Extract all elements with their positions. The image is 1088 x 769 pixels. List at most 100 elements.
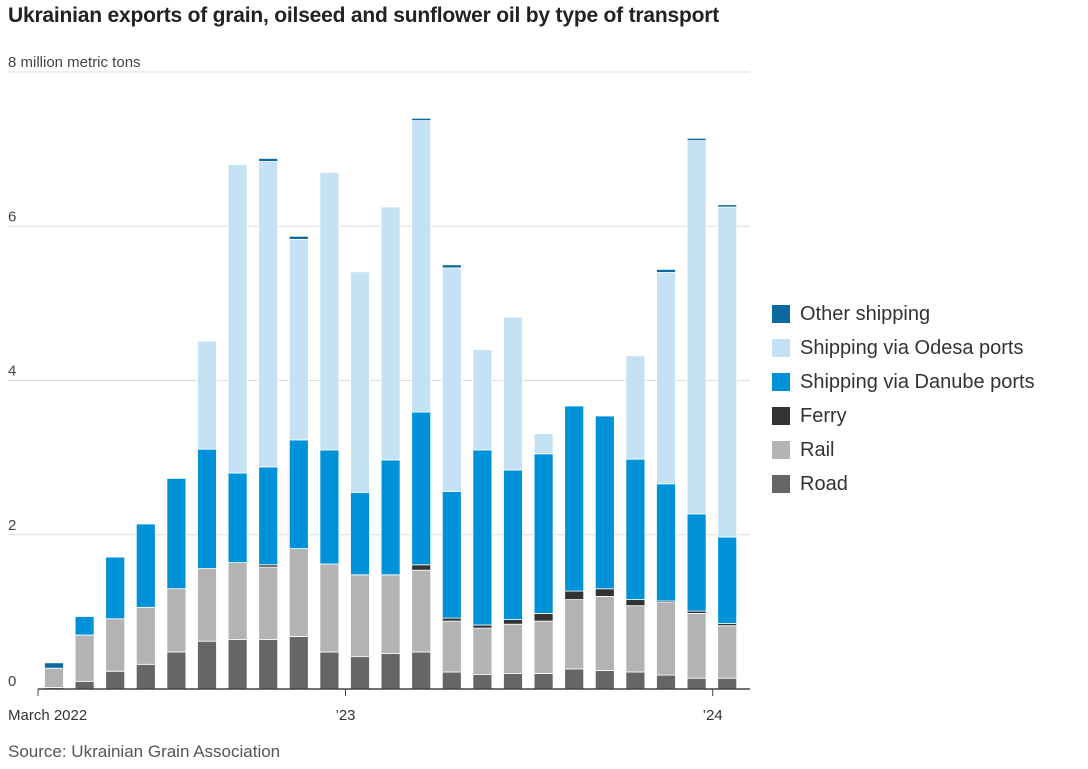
bar-segment-other-shipping: [44, 662, 64, 669]
bar-segment-shipping-via-odesa-ports: [625, 355, 646, 460]
legend-item: Road: [772, 467, 1035, 501]
bar-segment-rail: [197, 568, 217, 642]
bar-segment-road: [166, 651, 187, 690]
bar-segment-shipping-via-danube-ports: [227, 472, 248, 564]
bar-segment-road: [717, 677, 738, 690]
bar-segment-shipping-via-odesa-ports: [380, 206, 401, 461]
y-tick-label: 2: [8, 517, 16, 534]
bar-segment-shipping-via-odesa-ports: [656, 272, 676, 485]
bar-segment-road: [380, 653, 401, 690]
bar-segment-road: [197, 640, 217, 690]
bar-segment-shipping-via-danube-ports: [503, 469, 523, 621]
legend-swatch: [772, 475, 790, 493]
legend-swatch: [772, 373, 790, 391]
bar-segment-shipping-via-danube-ports: [594, 415, 615, 590]
bar-segment-shipping-via-odesa-ports: [288, 238, 309, 441]
bar-segment-rail: [44, 667, 64, 688]
bar-segment-shipping-via-danube-ports: [319, 449, 340, 565]
bar-segment-road: [594, 670, 615, 690]
legend-item: Rail: [772, 433, 1035, 467]
y-tick-label: 0: [8, 673, 16, 690]
bar-segment-road: [319, 651, 340, 690]
bar-segment-rail: [319, 563, 340, 653]
bar-segment-shipping-via-odesa-ports: [503, 316, 523, 471]
bar-segment-road: [472, 673, 493, 690]
y-axis: 8 million metric tons 0 2 4 6: [8, 54, 141, 690]
bar-segment-shipping-via-danube-ports: [472, 449, 493, 626]
bar-stack: [686, 137, 707, 690]
legend: Other shipping Shipping via Odesa ports Sh…: [772, 297, 1035, 501]
bar-stack: [625, 355, 646, 690]
bar-segment-rail: [166, 588, 187, 653]
bar-stack: [319, 171, 340, 690]
bar-segment-shipping-via-danube-ports: [656, 483, 676, 602]
bar-segment-road: [258, 639, 279, 690]
bar-segment-shipping-via-danube-ports: [625, 458, 646, 601]
bar-segment-shipping-via-odesa-ports: [686, 140, 707, 515]
bar-segment-other-shipping: [656, 268, 676, 273]
bar-segment-ferry: [564, 590, 585, 600]
bar-segment-rail: [411, 569, 432, 653]
legend-label: Shipping via Odesa ports: [800, 336, 1024, 359]
bar-segment-shipping-via-danube-ports: [197, 448, 217, 570]
legend-label: Shipping via Danube ports: [800, 370, 1035, 393]
bar-stack: [503, 316, 523, 690]
bar-segment-road: [564, 668, 585, 690]
bar-segment-rail: [288, 548, 309, 637]
bar-segment-rail: [594, 596, 615, 671]
chart-title: Ukrainian exports of grain, oilseed and …: [8, 4, 719, 27]
bar-segment-shipping-via-danube-ports: [135, 523, 156, 608]
legend-swatch: [772, 339, 790, 357]
bar-segment-rail: [503, 623, 523, 675]
bar-segment-shipping-via-odesa-ports: [411, 120, 432, 413]
bar-stack: [380, 206, 401, 690]
bar-segment-shipping-via-odesa-ports: [227, 164, 248, 474]
bar-stack: [441, 264, 462, 690]
bar-segment-ferry: [594, 588, 615, 597]
bar-segment-shipping-via-danube-ports: [258, 466, 279, 566]
bar-stack: [135, 523, 156, 690]
bar-segment-rail: [533, 620, 554, 674]
bar-stack: [594, 415, 615, 690]
bar-segment-other-shipping: [717, 204, 738, 208]
bar-stack: [44, 662, 64, 690]
bar-segment-other-shipping: [288, 235, 309, 240]
bar-segment-shipping-via-danube-ports: [411, 411, 432, 566]
legend-item: Shipping via Odesa ports: [772, 331, 1035, 365]
bar-segment-road: [350, 656, 370, 690]
bar-segment-shipping-via-danube-ports: [533, 453, 554, 614]
bar-segment-shipping-via-odesa-ports: [441, 267, 462, 492]
bar-segment-road: [656, 674, 676, 690]
bar-segment-road: [411, 651, 432, 690]
bar-segment-rail: [564, 599, 585, 670]
bar-segment-other-shipping: [441, 264, 462, 269]
bar-segment-road: [441, 671, 462, 690]
y-tick-label: 4: [8, 363, 16, 380]
legend-item: Shipping via Danube ports: [772, 365, 1035, 399]
bar-segment-road: [288, 636, 309, 690]
bar-segment-ferry: [411, 564, 432, 571]
bar-segment-rail: [380, 574, 401, 655]
x-axis: March 2022 ’23 ’24: [8, 688, 750, 724]
bar-segment-shipping-via-danube-ports: [380, 459, 401, 576]
bar-segment-shipping-via-odesa-ports: [350, 271, 370, 493]
bar-segment-road: [686, 677, 707, 690]
bar-segment-other-shipping: [411, 117, 432, 122]
bar-segment-road: [135, 663, 156, 690]
bar-segment-road: [533, 673, 554, 690]
bar-segment-rail: [441, 620, 462, 673]
legend-label: Road: [800, 472, 848, 495]
bar-segment-rail: [227, 562, 248, 640]
bar-stack: [717, 204, 738, 690]
legend-swatch: [772, 305, 790, 323]
legend-label: Rail: [800, 438, 835, 461]
bar-segment-rail: [625, 605, 646, 673]
source-note: Source: Ukrainian Grain Association: [8, 742, 281, 761]
bar-segment-shipping-via-danube-ports: [288, 439, 309, 549]
bar-stack: [258, 157, 279, 690]
legend-item: Ferry: [772, 399, 1035, 433]
bar-stack: [533, 433, 554, 690]
bar-segment-shipping-via-odesa-ports: [717, 206, 738, 538]
bar-segment-rail: [350, 574, 370, 658]
bar-segment-road: [74, 680, 95, 690]
